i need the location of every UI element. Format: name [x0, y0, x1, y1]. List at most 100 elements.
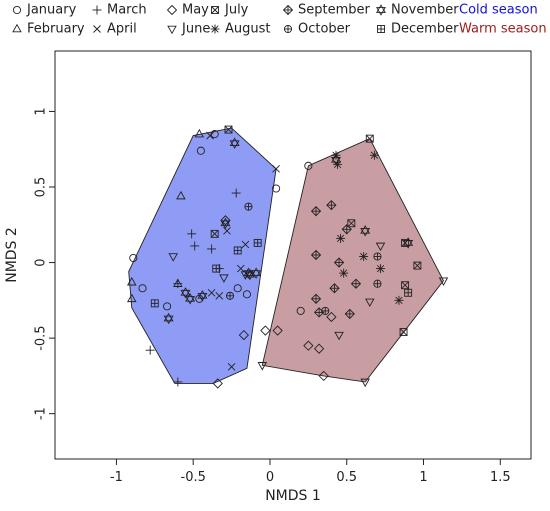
- cold-point-square-x: [224, 125, 233, 134]
- legend-marker-diamond: [166, 4, 178, 16]
- legend-marker-diamond-plus: [282, 4, 294, 16]
- legend-marker-circle: [12, 5, 22, 15]
- legend-item-december: December: [377, 22, 459, 37]
- cold-point-circle: [272, 184, 281, 193]
- warm-point-diamond-plus: [310, 293, 322, 304]
- cold-point-star-of-david: [197, 290, 208, 302]
- cold-point-diamond: [238, 329, 250, 341]
- cold-point-cross: [207, 288, 216, 297]
- cold-point-circle-plus: [225, 291, 235, 300]
- cold-season-hull: [128, 127, 277, 384]
- cold-point-square-plus: [253, 238, 262, 247]
- cold-point-plus: [173, 377, 183, 387]
- warm-point-diamond-plus: [333, 257, 345, 268]
- cold-point-star-of-david: [220, 217, 231, 229]
- warm-point-diamond-plus: [326, 199, 337, 211]
- legend-label: August: [225, 22, 271, 37]
- warm-point-square-x: [365, 134, 374, 143]
- warm-point-circle-plus: [321, 306, 330, 315]
- legend-item-august: August: [210, 22, 271, 37]
- warm-point-diamond-plus: [310, 249, 322, 261]
- cold-point-star-of-david: [229, 137, 240, 149]
- warm-point-circle-plus: [373, 252, 382, 261]
- warm-point-asterisk: [394, 295, 404, 305]
- y-tick-label: -1: [34, 407, 49, 420]
- cold-point-triangle-up: [127, 276, 137, 286]
- warm-point-square-plus: [404, 288, 413, 297]
- cold-point-diamond: [220, 215, 231, 226]
- legend-label: February: [27, 22, 85, 37]
- x-tick-label: -1: [110, 470, 123, 485]
- legend-marker-square-x: [211, 6, 219, 14]
- legend-item-october: October: [283, 22, 351, 37]
- cold-point-diamond: [212, 378, 223, 389]
- warm-point-star-of-david: [360, 225, 371, 237]
- cold-point-circle: [242, 290, 251, 299]
- warm-point-diamond-plus: [341, 224, 352, 235]
- legend-item-september: September: [282, 3, 371, 18]
- legend-marker-cross: [93, 25, 101, 33]
- cold-point-triangle-down: [219, 274, 229, 283]
- warm-point-circle: [304, 161, 313, 170]
- cold-point-plus: [187, 229, 197, 239]
- cold-point-triangle-up: [176, 190, 186, 200]
- legend-item-april: April: [93, 22, 137, 37]
- cold-point-plus: [145, 345, 155, 355]
- cold-point-star-of-david: [243, 267, 254, 279]
- cold-point-square-plus: [212, 264, 221, 273]
- warm-point-square-x: [413, 261, 422, 270]
- warm-season-hull: [261, 138, 445, 383]
- warm-point-diamond: [303, 340, 314, 351]
- cold-point-cross: [236, 264, 245, 273]
- axes: -1 -0.5 0 0.5 1 1.5 -1 -0.5 0 0.5 1: [34, 107, 511, 485]
- cold-point-cross: [206, 131, 214, 140]
- legend-marker-triangle-down: [167, 25, 177, 35]
- cold-point-star-of-david: [180, 287, 191, 299]
- warm-point-square-x: [399, 328, 408, 337]
- cold-point-triangle-up: [127, 293, 137, 303]
- legend-label: October: [298, 22, 351, 37]
- x-tick-label: 1.5: [490, 470, 511, 485]
- warm-point-diamond-plus: [350, 278, 362, 289]
- cold-point-cross: [215, 291, 224, 300]
- x-tick-label: -0.5: [181, 470, 206, 485]
- warm-point-triangle-down: [375, 242, 386, 252]
- warm-point-diamond: [326, 311, 337, 323]
- warm-point-asterisk: [376, 264, 386, 274]
- cold-point-triangle-down: [168, 253, 179, 262]
- cold-point-plus: [190, 241, 200, 251]
- cold-point-circle: [233, 284, 242, 293]
- warm-point-triangle-down: [438, 277, 449, 286]
- cold-point-cross: [227, 363, 236, 371]
- legend-label: November: [391, 3, 459, 18]
- warm-point-asterisk: [359, 252, 369, 262]
- cold-point-cross: [223, 227, 231, 235]
- legend-marker-square-plus: [377, 25, 385, 33]
- warm-point-star-of-david: [331, 154, 341, 166]
- cold-point-cross: [241, 240, 250, 249]
- cold-point-circle-plus: [244, 202, 253, 211]
- cold-point-square-plus: [150, 299, 159, 308]
- data-points: [127, 125, 449, 389]
- legend-item-june: June: [167, 22, 210, 37]
- legend-item-february: February: [12, 22, 85, 37]
- cold-point-plus: [173, 279, 183, 289]
- legend-item-july: July: [211, 3, 249, 18]
- warm-point-triangle-down: [257, 362, 268, 371]
- cold-point-star-of-david: [251, 267, 262, 279]
- warm-point-triangle-down: [365, 298, 375, 308]
- legend-item-march: March: [92, 3, 147, 18]
- x-axis-title: NMDS 1: [265, 488, 321, 504]
- warm-point-diamond-plus: [310, 206, 322, 217]
- legend-season-warm: Warm season: [459, 22, 547, 37]
- warm-point-triangle-down: [334, 331, 344, 341]
- legend-marker-circle-plus: [283, 24, 293, 34]
- warm-point-diamond-plus: [329, 283, 340, 294]
- warm-point-diamond: [318, 370, 329, 382]
- cold-point-star-of-david: [185, 293, 196, 305]
- warm-point-star-of-david: [403, 237, 414, 249]
- legend-label: June: [181, 22, 210, 37]
- legend-marker-triangle-up: [12, 23, 22, 33]
- y-axis-title: NMDS 2: [4, 227, 20, 283]
